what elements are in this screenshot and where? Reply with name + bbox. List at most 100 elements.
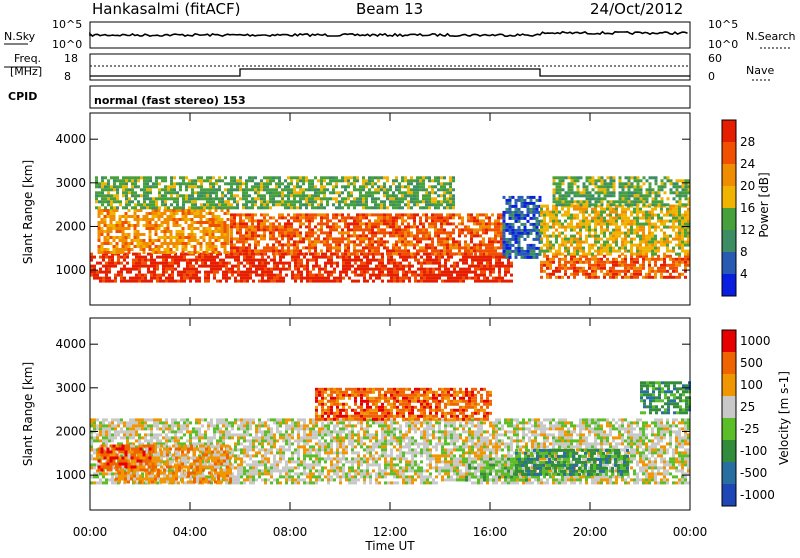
heatmap-cell: [218, 215, 221, 218]
heatmap-cell: [104, 182, 107, 185]
heatmap-cell: [422, 249, 425, 252]
heatmap-cell: [392, 231, 395, 234]
heatmap-cell: [369, 262, 372, 265]
heatmap-cell: [186, 262, 189, 265]
heatmap-cell: [281, 225, 284, 228]
heatmap-cell: [308, 249, 311, 252]
heatmap-cell: [359, 200, 362, 203]
heatmap-cell: [420, 268, 423, 271]
heatmap-cell: [233, 219, 236, 222]
heatmap-cell: [441, 280, 444, 283]
heatmap-cell: [215, 230, 218, 233]
heatmap-cell: [377, 216, 380, 219]
heatmap-cell: [329, 237, 332, 240]
heatmap-cell: [643, 203, 646, 206]
heatmap-cell: [371, 179, 374, 182]
heatmap-cell: [116, 188, 119, 191]
heatmap-cell: [675, 261, 678, 264]
heatmap-cell: [194, 215, 197, 218]
heatmap-cell: [204, 277, 207, 280]
heatmap-cell: [615, 241, 618, 244]
heatmap-cell: [269, 188, 272, 191]
heatmap-cell: [395, 200, 398, 203]
heatmap-cell: [135, 253, 138, 256]
heatmap-cell: [604, 179, 607, 182]
heatmap-cell: [158, 227, 161, 230]
heatmap-cell: [326, 219, 329, 222]
heatmap-cell: [627, 223, 630, 226]
heatmap-cell: [669, 258, 672, 261]
heatmap-cell: [327, 262, 330, 265]
heatmap-cell: [389, 194, 392, 197]
heatmap-cell: [576, 223, 579, 226]
heatmap-cell: [218, 251, 221, 254]
heatmap-cell: [213, 271, 216, 274]
heatmap-cell: [413, 246, 416, 249]
heatmap-cell: [564, 229, 567, 232]
heatmap-cell: [245, 237, 248, 240]
heatmap-cell: [512, 232, 515, 235]
heatmap-cell: [378, 277, 381, 280]
heatmap-cell: [203, 236, 206, 239]
heatmap-cell: [654, 270, 657, 273]
heatmap-cell: [116, 236, 119, 239]
heatmap-cell: [413, 213, 416, 216]
heatmap-cell: [290, 252, 293, 255]
heatmap-cell: [345, 265, 348, 268]
heatmap-cell: [155, 221, 158, 224]
heatmap-cell: [114, 277, 117, 280]
heatmap-cell: [302, 176, 305, 179]
heatmap-cell: [96, 424, 99, 427]
heatmap-cell: [459, 271, 462, 274]
heatmap-cell: [428, 185, 431, 188]
heatmap-cell: [559, 182, 562, 185]
heatmap-cell: [613, 191, 616, 194]
heatmap-cell: [624, 235, 627, 238]
heatmap-cell: [480, 274, 483, 277]
heatmap-cell: [111, 427, 114, 430]
heatmap-cell: [306, 277, 309, 280]
heatmap-cell: [661, 179, 664, 182]
heatmap-cell: [312, 265, 315, 268]
heatmap-cell: [675, 211, 678, 214]
heatmap-cell: [183, 274, 186, 277]
heatmap-cell: [546, 241, 549, 244]
heatmap-cell: [171, 268, 174, 271]
heatmap-cell: [245, 228, 248, 231]
heatmap-cell: [245, 188, 248, 191]
heatmap-cell: [555, 214, 558, 217]
heatmap-cell: [350, 216, 353, 219]
heatmap-cell: [245, 231, 248, 234]
heatmap-cell: [489, 274, 492, 277]
heatmap-cell: [159, 280, 162, 283]
heatmap-cell: [290, 200, 293, 203]
heatmap-cell: [588, 261, 591, 264]
heatmap-cell: [634, 176, 637, 179]
heatmap-cell: [345, 271, 348, 274]
heatmap-cell: [447, 274, 450, 277]
heatmap-cell: [155, 209, 158, 212]
heatmap-cell: [212, 245, 215, 248]
heatmap-cell: [603, 220, 606, 223]
heatmap-cell: [105, 481, 108, 484]
heatmap-cell: [116, 191, 119, 194]
heatmap-cell: [413, 191, 416, 194]
heatmap-cell: [183, 271, 186, 274]
heatmap-cell: [390, 271, 393, 274]
heatmap-cell: [302, 240, 305, 243]
colorbar-tick-label: 20: [740, 179, 755, 193]
heatmap-cell: [227, 182, 230, 185]
heatmap-cell: [425, 213, 428, 216]
heatmap-cell: [167, 251, 170, 254]
heatmap-cell: [170, 233, 173, 236]
heatmap-cell: [450, 265, 453, 268]
heatmap-cell: [559, 200, 562, 203]
heatmap-cell: [597, 241, 600, 244]
heatmap-cell: [527, 232, 530, 235]
heatmap-cell: [414, 259, 417, 262]
heatmap-cell: [582, 211, 585, 214]
heatmap-cell: [365, 246, 368, 249]
heatmap-cell: [518, 238, 521, 241]
heatmap-cell: [570, 244, 573, 247]
heatmap-cell: [173, 185, 176, 188]
